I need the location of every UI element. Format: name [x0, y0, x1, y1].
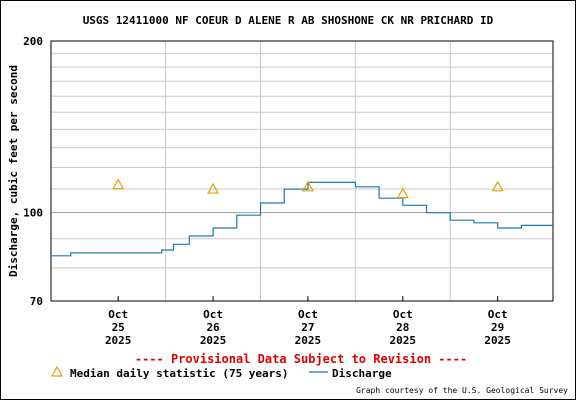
grid-lines [51, 41, 553, 301]
y-tick-label: 100 [23, 207, 43, 220]
chart-title: USGS 12411000 NF COEUR D ALENE R AB SHOS… [83, 14, 494, 27]
x-tick-label: Oct [393, 308, 413, 321]
median-marker [301, 180, 314, 192]
x-tick-label: 27 [301, 321, 314, 334]
legend: Median daily statistic (75 years) Discha… [50, 365, 392, 380]
discharge-series-line [51, 181, 553, 257]
y-axis-ticks: 200 100 70 [23, 35, 43, 308]
x-axis-ticks: Oct252025Oct262025Oct272025Oct282025Oct2… [105, 296, 511, 347]
provisional-note: ---- Provisional Data Subject to Revisio… [135, 352, 467, 366]
plot-area [50, 40, 554, 302]
legend-discharge-label: Discharge [332, 367, 392, 380]
median-marker [491, 180, 504, 192]
x-tick-label: 2025 [295, 334, 322, 347]
x-tick-label: Oct [108, 308, 128, 321]
median-marker [207, 182, 220, 194]
x-tick-label: 28 [396, 321, 409, 334]
y-tick-label: 200 [23, 35, 43, 48]
x-tick-label: 2025 [484, 334, 511, 347]
x-tick-label: 2025 [200, 334, 227, 347]
x-tick-label: Oct [298, 308, 318, 321]
legend-median-marker [50, 365, 64, 377]
x-tick-label: 29 [491, 321, 504, 334]
y-tick-label: 70 [30, 295, 43, 308]
legend-median-label: Median daily statistic (75 years) [70, 367, 289, 380]
credit-text: Graph courtesy of the U.S. Geological Su… [356, 386, 568, 395]
median-layer [112, 178, 504, 199]
x-tick-label: 26 [206, 321, 220, 334]
x-tick-label: 2025 [105, 334, 132, 347]
x-tick-label: 2025 [390, 334, 417, 347]
x-tick-label: Oct [203, 308, 223, 321]
median-marker [112, 178, 125, 190]
x-tick-label: 25 [112, 321, 125, 334]
x-tick-label: Oct [488, 308, 508, 321]
median-marker [396, 187, 409, 199]
y-axis-label: Discharge, cubic feet per second [7, 65, 20, 277]
series-layer [51, 181, 553, 257]
